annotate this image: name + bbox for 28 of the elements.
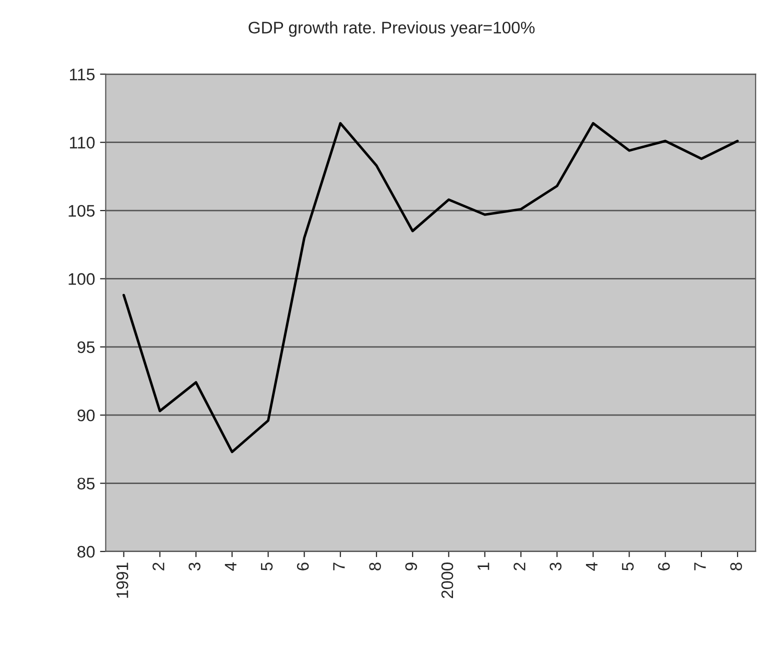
x-tick-label: 5 [261, 562, 273, 570]
x-tick-label: 2000 [441, 562, 454, 598]
y-tick-label: 80 [77, 546, 95, 558]
y-tick-label: 105 [68, 204, 95, 217]
y-tick-label: 95 [78, 341, 95, 354]
line-series [122, 122, 739, 454]
y-tick-label: 85 [77, 478, 95, 490]
x-tick-label: 4 [586, 562, 598, 571]
x-tick-label: 1 [478, 562, 490, 570]
x-tick-label: 1991 [116, 562, 128, 598]
x-tick-label: 3 [550, 562, 562, 571]
x-tick-label: 4 [224, 562, 236, 571]
x-tick-label: 5 [622, 562, 634, 570]
x-tick-label: 8 [730, 562, 742, 570]
x-tick-label: 3 [188, 562, 200, 571]
x-tick-label: 6 [658, 562, 670, 570]
x-tick-label: 6 [296, 562, 309, 570]
x-tick-label: 2 [152, 562, 164, 570]
y-tick-label: 100 [68, 273, 95, 285]
x-tick-label: 2 [514, 562, 526, 570]
y-tick-label: 90 [78, 410, 95, 422]
x-tick-label: 7 [694, 562, 706, 570]
x-tick-label: 7 [333, 562, 345, 570]
chart-title: GDP growth rate. Previous year=100% [248, 21, 535, 37]
x-tick-label: 8 [369, 562, 381, 570]
x-tick-label: 9 [405, 562, 418, 570]
y-tick-label: 110 [70, 136, 95, 149]
y-tick-label: 115 [70, 68, 95, 80]
